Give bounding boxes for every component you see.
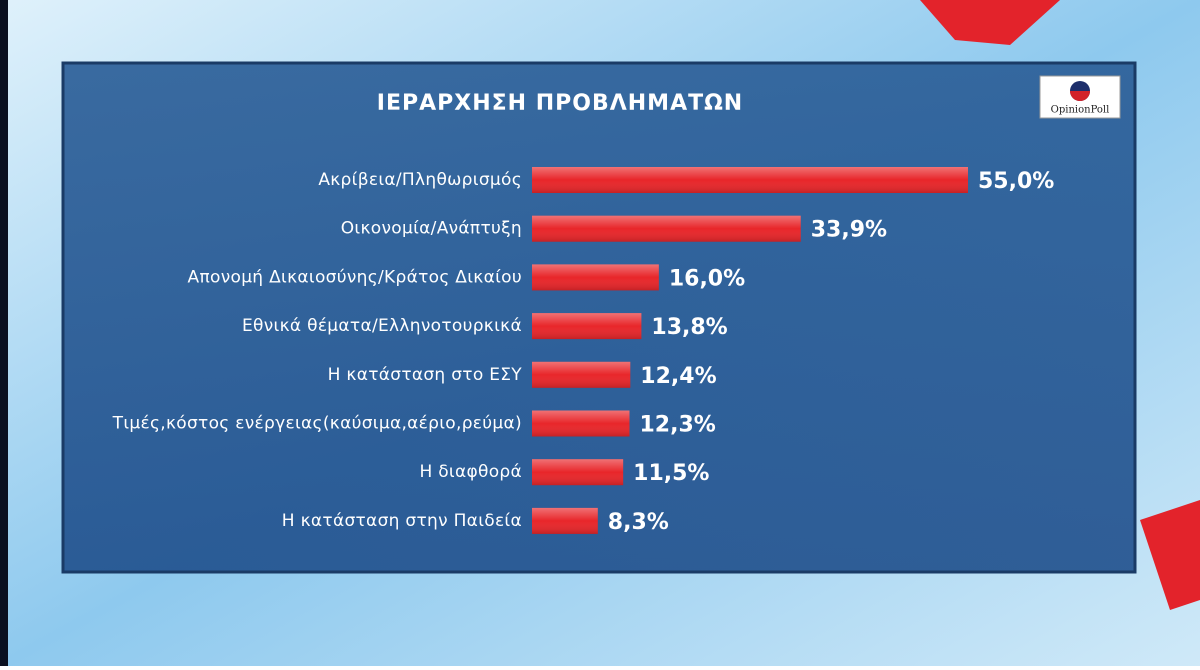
value-label: 11,5%: [633, 461, 709, 486]
decor-red: [1140, 500, 1200, 610]
value-label: 13,8%: [651, 315, 727, 340]
bar: [532, 167, 968, 193]
bar: [532, 215, 801, 242]
category-label: Τιμές,κόστος ενέργειας(καύσιμα,αέριο,ρεύ…: [112, 414, 522, 434]
bar: [532, 507, 598, 534]
value-label: 16,0%: [669, 266, 745, 291]
chart-title: ΙΕΡΑΡΧΗΣΗ ΠΡΟΒΛΗΜΑΤΩΝ: [377, 91, 743, 116]
category-label: Απονομή Δικαιοσύνης/Κράτος Δικαίου: [188, 267, 522, 287]
bar: [532, 410, 630, 437]
logo-text: OpinionPoll: [1051, 105, 1110, 116]
category-label: Η κατάσταση στο ΕΣΥ: [328, 365, 523, 385]
value-label: 8,3%: [608, 510, 669, 535]
bar: [532, 361, 631, 388]
value-label: 33,9%: [811, 218, 887, 243]
category-label: Ακρίβεια/Πληθωρισμός: [318, 170, 522, 190]
bar: [532, 313, 642, 340]
category-label: Η διαφθορά: [419, 462, 522, 482]
bar: [532, 459, 624, 486]
value-label: 12,3%: [640, 413, 716, 438]
category-label: Οικονομία/Ανάπτυξη: [341, 219, 522, 239]
decor-red: [920, 0, 1060, 45]
bar: [532, 264, 659, 291]
edge: [0, 0, 8, 666]
category-label: Εθνικά θέματα/Ελληνοτουρκικά: [242, 316, 522, 336]
value-label: 55,0%: [978, 169, 1054, 194]
logo-half: [1070, 91, 1090, 101]
value-label: 12,4%: [640, 364, 716, 389]
category-label: Η κατάσταση στην Παιδεία: [282, 511, 522, 531]
